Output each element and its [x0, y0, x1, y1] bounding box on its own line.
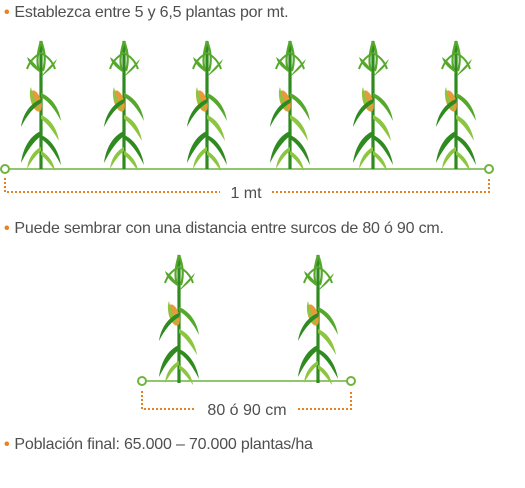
dimension-bracket-right [272, 178, 490, 193]
bullet-text-final-population: • Población final: 65.000 – 70.000 planta… [4, 436, 313, 454]
diagram-plants-per-meter: 1 mt [0, 39, 494, 202]
row-endpoint-left [137, 376, 147, 386]
corn-plant [157, 253, 201, 387]
corn-plant [102, 39, 146, 173]
corn-plant [185, 39, 229, 173]
dimension-bracket-left [141, 391, 196, 410]
dimension-bracket-right [298, 391, 352, 410]
bullet-text-row-spacing: • Puede sembrar con una distancia entre s… [4, 220, 444, 238]
bullet-dot: • [4, 436, 10, 453]
row-endpoint-right [484, 164, 494, 174]
diagram-row-spacing: 80 ó 90 cm [137, 253, 356, 419]
corn-plant [19, 39, 63, 173]
row-spacing-text: Puede sembrar con una distancia entre su… [14, 220, 444, 237]
corn-plant [434, 39, 478, 173]
dimension-label-1m: 1 mt [230, 185, 262, 202]
bullet-text-plants-per-meter: • Establezca entre 5 y 6,5 plantas por mt… [4, 4, 289, 22]
corn-plant [351, 39, 395, 173]
dimension-label-row-spacing: 80 ó 90 cm [207, 402, 286, 419]
bullet-dot: • [4, 220, 10, 237]
row-endpoint-right [346, 376, 356, 386]
plants-per-meter-text: Establezca entre 5 y 6,5 plantas por mt. [14, 4, 289, 21]
final-population-text: Población final: 65.000 – 70.000 plantas… [14, 436, 313, 453]
corn-plant [296, 253, 340, 387]
bullet-dot: • [4, 4, 10, 21]
dimension-bracket-left [4, 178, 220, 193]
corn-plant [268, 39, 312, 173]
row-endpoint-left [0, 164, 10, 174]
